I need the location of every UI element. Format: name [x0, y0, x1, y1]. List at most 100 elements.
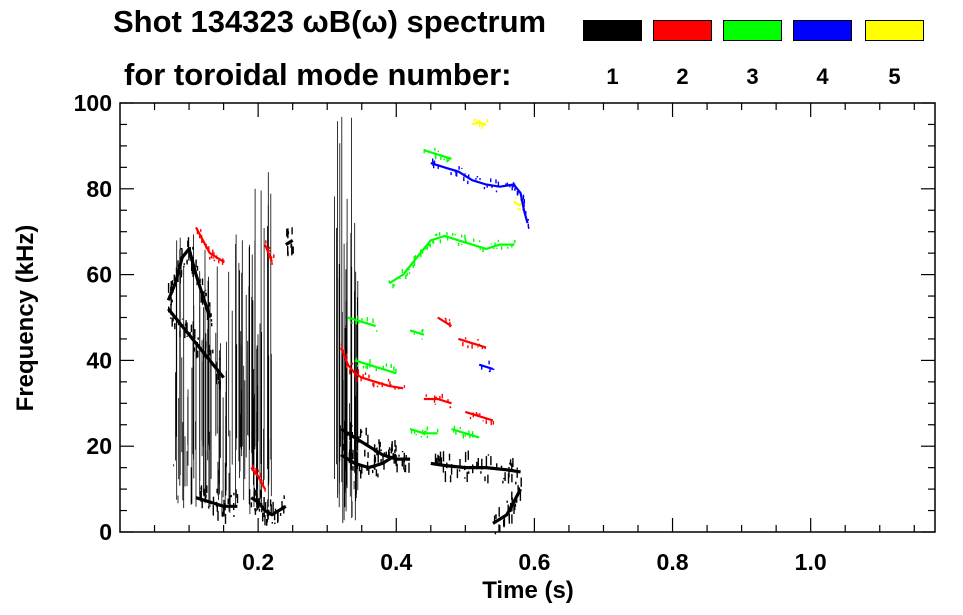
series-1-speck — [490, 456, 492, 466]
series-2-trace — [423, 397, 452, 405]
series-1-trace — [430, 461, 521, 474]
series-1-speck — [270, 504, 272, 516]
series-5-speck — [473, 119, 476, 122]
series-1-speck — [184, 329, 186, 339]
series-1-speck — [511, 473, 513, 483]
series-3-speck — [443, 158, 445, 161]
series-4-speck — [454, 169, 457, 173]
y-tick-label: 40 — [86, 347, 112, 373]
chart-title-line1: Shot 134323 ωB(ω) spectrum — [113, 4, 547, 39]
series-2-speck — [212, 249, 214, 254]
series-1-speck — [217, 368, 219, 371]
series-1-speck — [468, 471, 470, 474]
series-4-speck — [520, 197, 522, 201]
series-2-speck — [200, 229, 202, 232]
series-2-speck — [478, 343, 480, 346]
series-1-speck — [374, 457, 377, 463]
series-3-speck — [349, 318, 351, 321]
series-1-speck — [520, 477, 522, 487]
series-1-speck — [383, 462, 385, 470]
series-1-speck — [185, 320, 187, 331]
series-1-speck — [456, 469, 459, 479]
series-3-speck — [423, 149, 425, 154]
series-2-trace — [195, 226, 225, 263]
legend-label-3: 3 — [746, 64, 759, 89]
series-2-speck — [479, 413, 481, 416]
series-1-speck — [383, 452, 386, 454]
series-4-speck — [512, 182, 515, 184]
series-1-speck — [439, 458, 441, 464]
series-1-speck — [223, 507, 225, 517]
series-1-speck — [512, 502, 514, 505]
series-2-speck — [360, 377, 362, 382]
series-1-speck — [292, 246, 294, 254]
series-3-trace — [423, 149, 452, 160]
series-1-speck — [217, 369, 220, 381]
axis-ticks — [120, 102, 935, 533]
series-2-speck — [467, 345, 469, 349]
series-1-speck — [180, 260, 182, 270]
series-1-speck — [511, 463, 513, 471]
series-1-speck — [394, 440, 396, 447]
series-3-speck — [351, 321, 353, 324]
series-2-speck — [254, 471, 256, 475]
series-2-speck — [449, 407, 452, 409]
series-3-speck — [388, 280, 390, 284]
series-3-speck — [494, 242, 496, 245]
series-4-speck — [450, 172, 452, 176]
series-1-speck — [186, 261, 188, 263]
series-1-speck — [464, 451, 467, 463]
series-3-speck — [429, 243, 431, 248]
series-1-speck — [227, 498, 229, 504]
series-1-speck — [395, 445, 397, 452]
series-1-speck — [254, 508, 257, 515]
series-1-speck — [438, 456, 440, 462]
series-1-speck — [360, 470, 362, 479]
series-3-speck — [372, 318, 374, 323]
series-1 — [166, 116, 523, 535]
series-1-speck — [384, 453, 386, 456]
series-3 — [347, 147, 516, 439]
series-1-speck — [224, 503, 226, 511]
series-3-speck — [497, 239, 500, 242]
series-1-speck — [380, 449, 382, 452]
series-2-speck — [481, 347, 483, 350]
series-3-speck — [355, 357, 358, 362]
series-3-speck — [406, 272, 408, 276]
y-tick-label: 60 — [86, 262, 112, 288]
series-1-speck — [200, 487, 202, 490]
series-5-speck — [478, 119, 481, 122]
series-1-speck — [519, 490, 522, 501]
series-2-speck — [378, 381, 380, 385]
series-1-speck — [375, 469, 378, 477]
series-4-speck — [495, 179, 497, 184]
series-3-speck — [355, 320, 357, 325]
series-3-speck — [414, 430, 416, 434]
series-1-speck — [450, 464, 453, 475]
series-3-speck — [385, 363, 388, 367]
series-4-speck — [458, 166, 460, 170]
series-2-speck — [261, 479, 263, 482]
series-1-speck — [366, 461, 369, 471]
series-4-speck — [506, 182, 509, 186]
series-1-speck — [514, 505, 516, 511]
series-3-speck — [425, 247, 427, 250]
series-1-speck — [376, 447, 378, 456]
series-2-speck — [472, 412, 474, 418]
series-1-speck — [186, 335, 188, 337]
series-3-speck — [408, 268, 410, 271]
series-2-speck — [262, 483, 264, 488]
series-1-speck — [282, 505, 284, 508]
series-1-speck — [449, 475, 452, 483]
series-1-speck — [197, 350, 199, 358]
series-2-speck — [268, 249, 271, 252]
series-1-speck — [466, 471, 468, 483]
series-4-speck — [489, 367, 491, 372]
series-3-speck — [414, 256, 416, 260]
series-1-speck — [388, 451, 390, 458]
series-3-speck — [432, 240, 435, 244]
series-1-speck — [458, 469, 461, 472]
series-1-speck — [196, 342, 198, 347]
series-4-speck — [488, 360, 490, 365]
series-1-speck — [195, 348, 198, 359]
